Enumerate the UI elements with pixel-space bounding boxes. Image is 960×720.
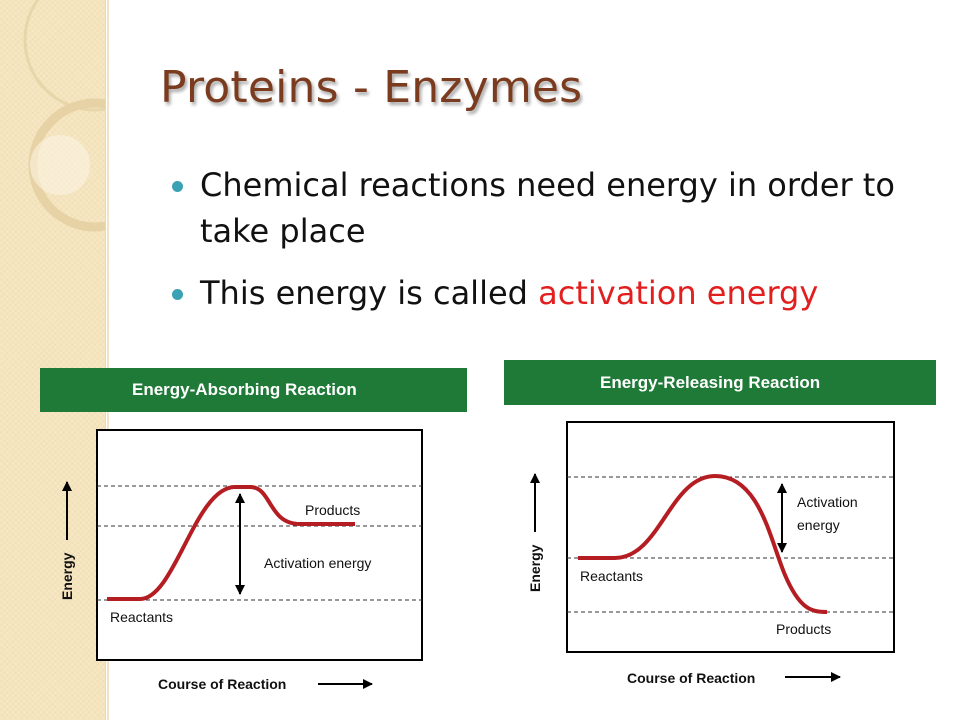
releasing-activation-label: Activation	[797, 494, 858, 510]
absorbing-plot-frame	[96, 429, 423, 661]
bullet-dot-icon	[172, 181, 183, 192]
releasing-header-text: Energy-Releasing Reaction	[600, 372, 821, 392]
absorbing-y-axis-label: Energy	[59, 552, 75, 600]
absorbing-reactants-label: Reactants	[110, 609, 173, 625]
releasing-energy-curve	[578, 473, 828, 614]
absorbing-x-axis-label: Course of Reaction	[158, 676, 286, 692]
releasing-products-label: Products	[776, 621, 831, 637]
absorbing-energy-curve	[107, 485, 355, 601]
bullet-text: Chemical reactions need energy in order …	[200, 166, 895, 250]
slide-title: Proteins - Enzymes	[160, 62, 583, 113]
releasing-plot-frame	[566, 421, 895, 653]
side-divider	[107, 0, 109, 720]
releasing-activation-label-line2: energy	[797, 517, 840, 533]
absorbing-diagram: Products Activation energy Reactants Ene…	[59, 429, 423, 692]
releasing-y-axis-label: Energy	[527, 544, 543, 592]
releasing-x-axis-label: Course of Reaction	[627, 670, 755, 686]
releasing-panel-header: Energy-Releasing Reaction	[504, 360, 936, 405]
decorative-circles	[23, 0, 105, 232]
absorbing-header-text: Energy-Absorbing Reaction	[132, 380, 357, 399]
bullet-list: Chemical reactions need energy in order …	[172, 162, 942, 332]
bullet-dot-icon	[172, 289, 183, 300]
bullet-item: This energy is called activation energy	[172, 270, 942, 316]
absorbing-panel-header: Energy-Absorbing Reaction	[40, 368, 467, 412]
bullet-text: This energy is called	[200, 274, 539, 312]
releasing-reactants-label: Reactants	[580, 568, 643, 584]
bullet-item: Chemical reactions need energy in order …	[172, 162, 942, 254]
releasing-diagram: Activation energy Reactants Products Ene…	[527, 421, 895, 686]
decorative-side-strip	[0, 0, 106, 720]
absorbing-activation-label: Activation energy	[264, 555, 371, 571]
highlight-term: activation energy	[538, 274, 819, 312]
absorbing-products-label: Products	[305, 502, 360, 518]
